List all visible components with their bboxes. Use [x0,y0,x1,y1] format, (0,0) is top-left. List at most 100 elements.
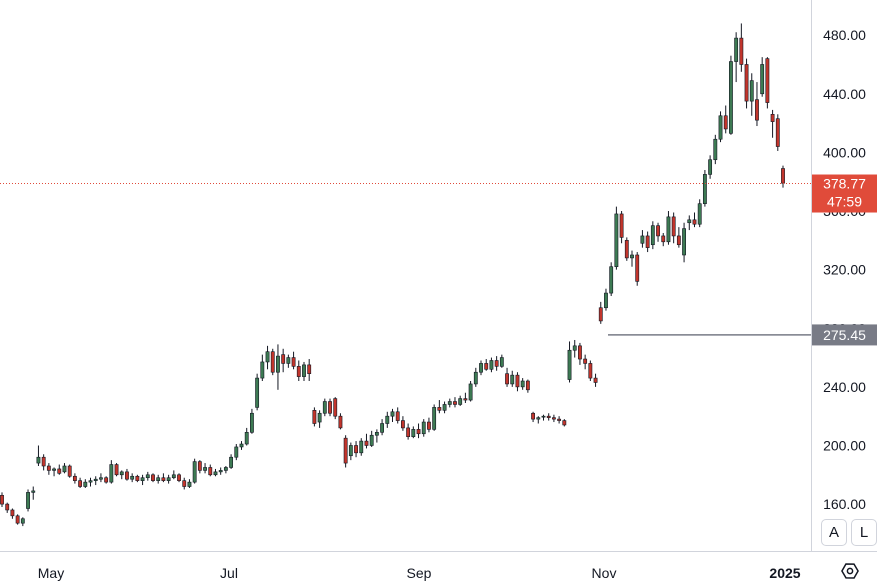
candle-body [702,174,707,204]
candle-body [578,345,582,360]
candle [510,370,515,387]
candle-body [46,465,51,471]
candle [296,360,301,382]
candle-body [692,219,697,225]
candle [525,379,530,393]
candle [442,401,447,414]
candle-body [338,415,343,429]
candle [286,354,291,368]
candle-body [749,80,754,102]
candle [187,479,192,488]
candle [520,378,525,390]
candle [463,392,468,403]
candle-body [400,420,405,429]
candle-body [88,480,93,483]
candle [374,429,379,443]
candle [156,474,161,484]
candle [650,221,655,250]
candle [770,109,775,138]
candle-body [515,374,520,388]
candle-body [93,478,98,481]
candle [10,508,15,519]
candle [531,411,535,423]
candle [276,344,280,390]
candle [671,212,676,244]
candle [182,477,187,490]
candle [541,414,546,421]
candle [479,360,483,376]
candle [328,398,332,417]
time-axis-label: May [38,565,64,581]
chart-settings-button[interactable] [837,558,863,584]
candle [354,441,358,458]
candle-body [187,481,192,487]
candle [635,252,640,286]
candle-body [505,373,509,385]
candle [656,222,660,242]
candle-body [718,115,723,140]
candle [145,471,150,481]
candle [697,199,702,228]
candle [411,426,416,439]
candle-body [151,474,155,481]
candle [312,407,317,427]
candle-body [593,377,598,383]
price-tick-label: 440.00 [823,86,866,102]
current-price-tag-bg [812,174,877,213]
candle-body [140,477,145,481]
candle [676,227,681,248]
candle-body [354,445,358,454]
candle-body [302,364,306,377]
candle [343,435,348,468]
candle [562,419,567,427]
price-tick-label: 240.00 [823,379,866,395]
candle [46,463,51,475]
candle-body [531,412,535,420]
candle [0,492,4,508]
candle-body [312,410,317,424]
candle [427,417,431,433]
candle-body [744,64,749,102]
candle [406,423,411,440]
candle [31,486,36,500]
candle-body [114,464,119,476]
candle-body [109,464,114,483]
candle [140,474,145,486]
auto-scale-button[interactable]: A [821,519,847,546]
candle-body [557,418,562,421]
candle [624,237,629,261]
candle-body [520,380,525,388]
candle-body [291,357,296,367]
candle-body [125,471,129,480]
horizontal-line-price-tag: 275.45 [812,324,877,346]
time-axis-label: Sep [407,565,432,581]
bar-countdown-label: 47:59 [827,194,862,210]
candle-body [177,474,181,481]
candle [546,413,551,421]
settings-hexagon-icon [841,563,859,579]
candle-body [223,467,228,471]
candle-body [203,467,207,471]
price-tick-label: 400.00 [823,144,866,160]
candle [125,468,129,481]
candle [453,397,457,408]
candle [250,408,254,434]
candle [505,367,509,387]
candle [307,359,312,382]
candle [583,354,588,370]
candle-body [255,377,260,408]
candle [333,397,338,420]
candle-body [281,354,286,364]
candle-body [463,398,468,401]
candle-body [755,99,759,121]
candle-body [624,240,629,259]
candle-body [525,380,530,391]
candle-body [390,411,395,417]
log-scale-button[interactable]: L [851,519,877,546]
candle-body [333,398,338,417]
candle-body [369,434,374,446]
candle [41,454,46,471]
candle [400,416,405,431]
candle [5,502,10,513]
candle [390,408,395,423]
